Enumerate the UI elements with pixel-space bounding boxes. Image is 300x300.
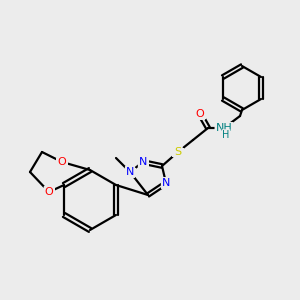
Text: O: O <box>58 157 66 167</box>
Bar <box>43 188 55 196</box>
Bar <box>215 123 233 133</box>
Text: H: H <box>222 130 230 140</box>
Bar <box>124 167 136 176</box>
Text: H: H <box>222 130 230 140</box>
Bar <box>194 110 206 118</box>
Text: O: O <box>45 187 53 197</box>
Text: N: N <box>139 157 147 167</box>
Bar <box>215 124 233 133</box>
Bar <box>56 158 68 166</box>
Bar <box>137 158 148 166</box>
Text: O: O <box>196 109 204 119</box>
Bar <box>160 178 172 188</box>
Bar <box>56 158 68 166</box>
Text: O: O <box>196 109 204 119</box>
Text: O: O <box>45 187 53 197</box>
Text: S: S <box>174 147 182 157</box>
Bar <box>124 167 136 176</box>
Text: N: N <box>162 178 170 188</box>
Text: NH: NH <box>216 123 232 133</box>
Text: N: N <box>139 157 147 167</box>
Text: N: N <box>162 178 170 188</box>
Bar <box>194 110 206 118</box>
Bar <box>160 178 172 188</box>
Text: O: O <box>58 157 66 167</box>
Bar <box>172 148 184 157</box>
Bar <box>221 131 231 139</box>
Text: N: N <box>126 167 134 177</box>
Text: N: N <box>126 167 134 177</box>
Text: NH: NH <box>216 123 232 133</box>
Bar <box>43 188 55 196</box>
Text: S: S <box>174 147 182 157</box>
Bar <box>137 158 148 166</box>
Bar <box>172 148 184 157</box>
